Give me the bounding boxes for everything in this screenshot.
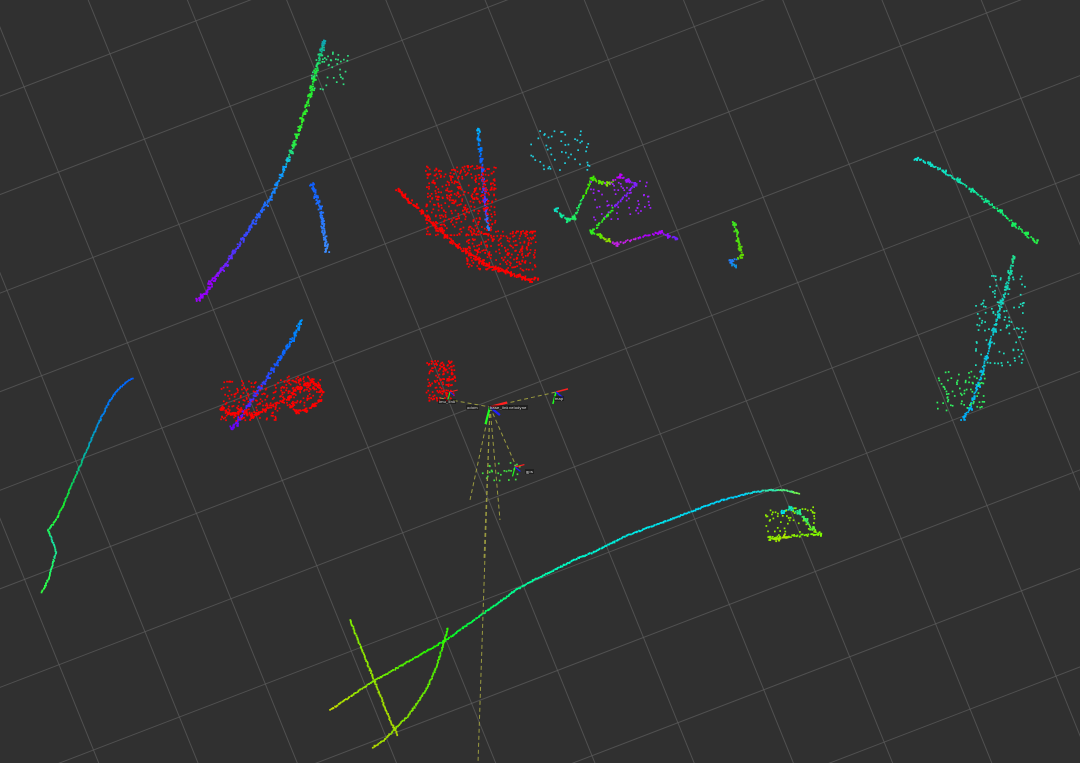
- grid-line: [571, 567, 1080, 763]
- pointcloud-right-wall-vertical: [960, 255, 1016, 421]
- grid-line: [0, 271, 199, 763]
- pointcloud-left-inner-wall: [229, 319, 303, 431]
- grid-line: [58, 370, 1080, 763]
- pointcloud-top-building-red: [395, 187, 540, 283]
- wall-segment-right-pillar: [728, 221, 744, 269]
- trajectory-main: [329, 488, 801, 711]
- grid-line: [980, 0, 1080, 246]
- grid-line: [315, 469, 1080, 763]
- grid-line: [782, 0, 1080, 737]
- point-cloud-noise: [220, 51, 1027, 537]
- grid-line: [0, 26, 298, 763]
- trajectory-branch-up: [371, 627, 449, 749]
- pointcloud-top-pillar-blue: [476, 127, 491, 231]
- grid-line: [583, 0, 894, 763]
- trajectory-far-left: [40, 377, 134, 594]
- pointcloud-right-wall-top: [913, 156, 1039, 245]
- grid-line: [87, 0, 398, 763]
- grid-line: [286, 0, 596, 763]
- pointcloud-left-pillar: [309, 182, 331, 253]
- grid-line: [484, 0, 794, 763]
- frame-label-velodyne: velodyne: [508, 405, 528, 410]
- pointcloud-left-wall-lower: [195, 285, 213, 302]
- grid-line: [682, 0, 993, 763]
- cluster-right-upper: [767, 505, 823, 543]
- grid-line: [881, 0, 1080, 492]
- grid-line: [385, 0, 695, 763]
- grid-line: [0, 517, 100, 763]
- trajectory-branch-left: [349, 619, 399, 737]
- frame-label-gps: gps: [525, 469, 535, 474]
- grid-line: [0, 0, 509, 196]
- wall-segments-midright: [553, 173, 679, 247]
- frame-label-base_link: base_link: [489, 405, 510, 410]
- grid-line: [186, 0, 497, 763]
- frame-label-odom: odom: [466, 405, 479, 410]
- frame-label-imu_link: imu_link: [438, 399, 457, 404]
- grid-line: [0, 0, 1022, 393]
- grid-line: [0, 0, 765, 294]
- frame-label-map: map: [554, 396, 565, 401]
- pointcloud-left-wall: [207, 39, 327, 286]
